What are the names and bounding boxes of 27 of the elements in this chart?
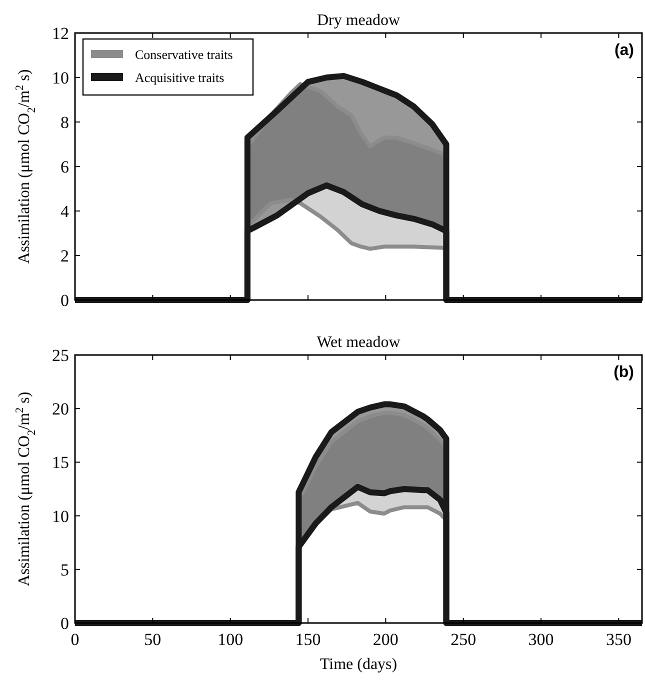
y-tick-label: 20	[52, 400, 69, 419]
y-tick-label: 0	[60, 291, 69, 310]
y-tick-label: 8	[60, 113, 69, 132]
y-tick-label: 2	[60, 246, 69, 266]
annotation: (b)	[614, 364, 634, 381]
annotation: (a)	[614, 42, 634, 59]
y-tick-label: 12	[52, 24, 69, 43]
y-tick-label: 10	[52, 506, 69, 526]
x-tick-label: 200	[372, 630, 398, 649]
chart-title: Wet meadow	[316, 334, 401, 351]
y-tick-label: 6	[60, 158, 69, 176]
x-tick-label: 250	[450, 630, 476, 649]
y-tick-label: 5	[60, 560, 69, 580]
x-tick-label: 300	[528, 630, 554, 649]
y-tick-label: 10	[52, 68, 69, 88]
x-tick-label: 100	[218, 630, 244, 649]
y-tick-label: 4	[60, 202, 70, 221]
x-axis-title: Time (days)	[320, 656, 398, 673]
legend-label: Conservative traits	[135, 47, 233, 62]
x-tick-label: 50	[144, 630, 162, 649]
y-tick-label: 0	[60, 614, 69, 633]
legend-label: Acquisitive traits	[135, 70, 224, 85]
y-tick-label: 15	[52, 453, 69, 472]
x-tick-label: 150	[295, 630, 321, 649]
x-tick-label: 350	[606, 630, 632, 649]
y-tick-label: 25	[52, 346, 69, 365]
chart-title: Dry meadow	[316, 12, 400, 29]
